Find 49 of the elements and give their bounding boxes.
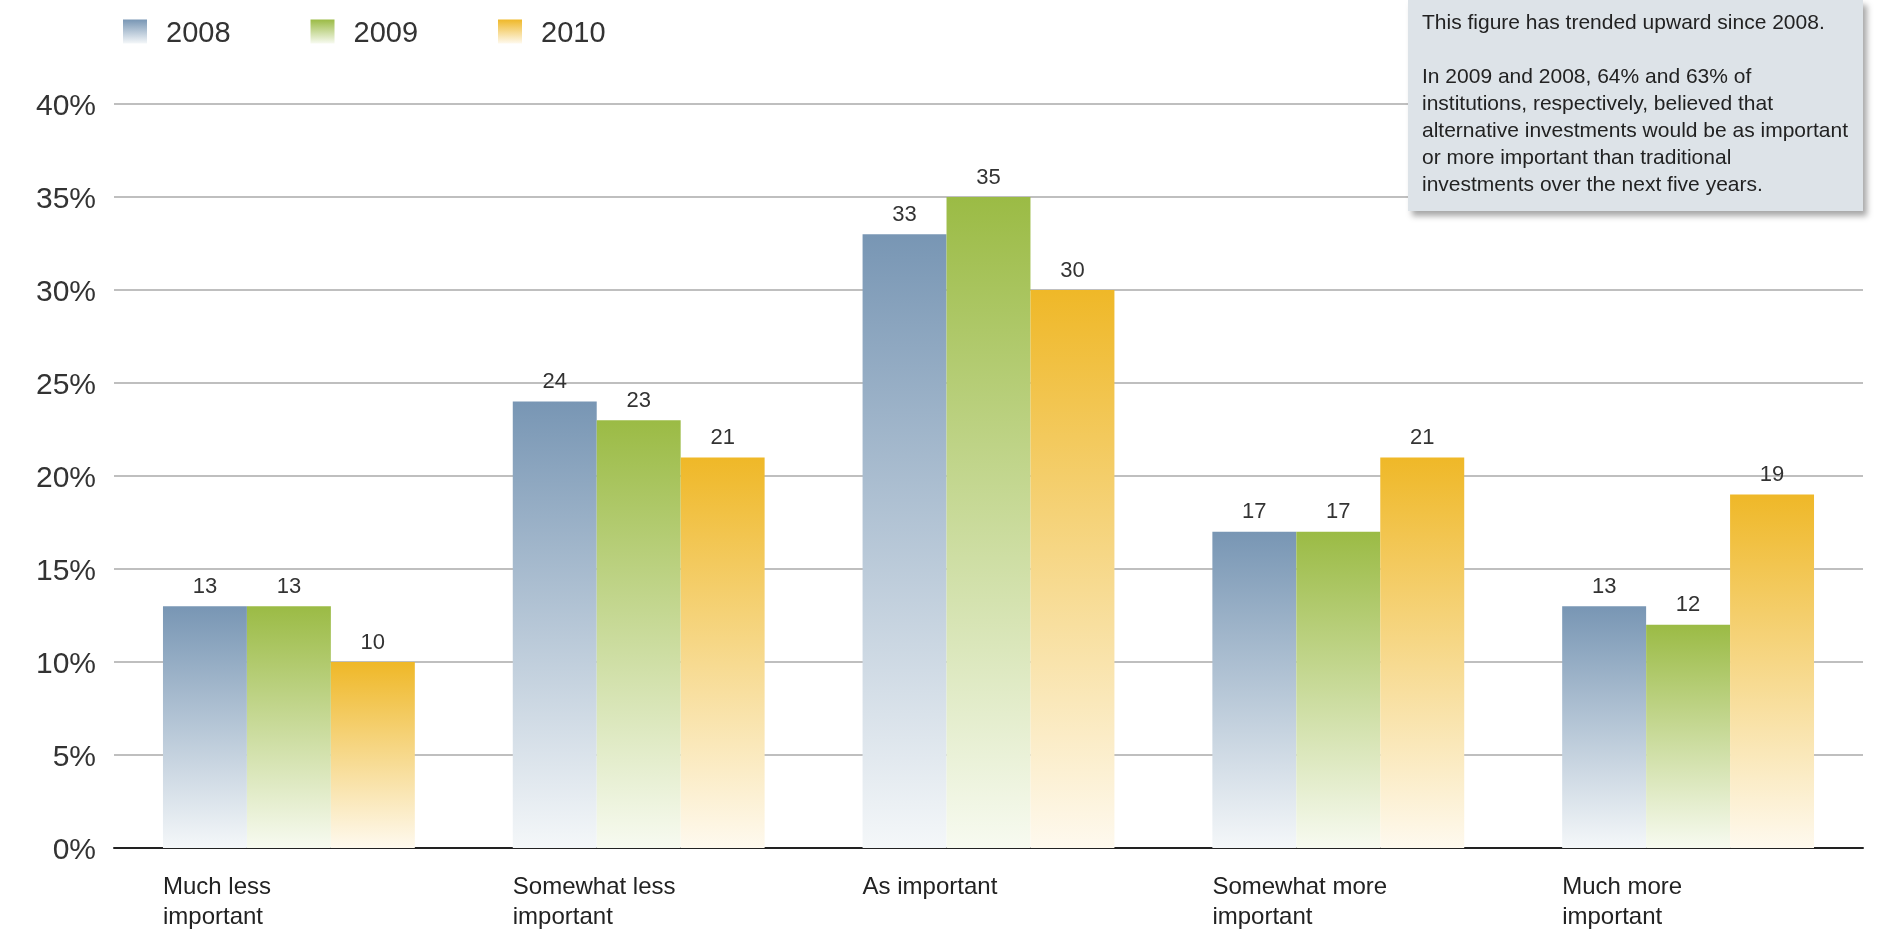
data-label: 21 xyxy=(1410,423,1435,449)
data-label: 13 xyxy=(192,572,218,598)
y-tick-label: 35% xyxy=(35,180,96,214)
y-tick-label: 25% xyxy=(35,366,96,400)
bar xyxy=(596,420,681,848)
bar xyxy=(1030,290,1115,848)
bar xyxy=(1380,457,1465,848)
data-label: 10 xyxy=(360,628,386,654)
data-label: 23 xyxy=(626,386,651,412)
data-label: 24 xyxy=(542,368,567,394)
data-label: 13 xyxy=(1591,572,1617,598)
bar xyxy=(1730,494,1815,848)
x-tick-label: Somewhat less important xyxy=(512,871,683,929)
data-label: 12 xyxy=(1675,591,1701,617)
y-tick-label: 5% xyxy=(52,738,96,772)
x-tick-label: Much more important xyxy=(1562,871,1689,929)
x-tick-label: Much less important xyxy=(162,871,278,929)
data-label: 21 xyxy=(710,423,735,449)
bar xyxy=(1562,606,1647,848)
y-tick-label: 40% xyxy=(35,87,96,121)
data-label: 33 xyxy=(892,200,917,226)
data-label: 30 xyxy=(1060,256,1085,282)
x-tick-label: Somewhat more important xyxy=(1212,871,1394,929)
text: This figure has trended upward since 2008. xyxy=(1422,9,1826,35)
bar xyxy=(512,401,597,848)
bar xyxy=(946,197,1031,848)
annotation: In 2009 and 2008, 64% and 63% of institutions, respectively, believed that alternative investments would be as important or more important than traditional investments over the next five years. xyxy=(1422,63,1849,197)
bar xyxy=(1296,531,1381,848)
legend-label: 2008 xyxy=(166,15,231,48)
y-tick-label: 10% xyxy=(35,645,96,679)
bar xyxy=(862,234,947,848)
data-label: 17 xyxy=(1326,498,1351,524)
data-label: 13 xyxy=(276,572,302,598)
y-tick-label: 30% xyxy=(35,273,96,307)
y-tick-label: 0% xyxy=(52,831,96,865)
legend-label: 2010 xyxy=(541,15,606,48)
y-tick-label: 15% xyxy=(35,552,96,586)
data-label: 17 xyxy=(1242,498,1267,524)
data-label: 35 xyxy=(976,163,1001,189)
data-label: 19 xyxy=(1759,461,1785,487)
bar xyxy=(246,606,331,848)
bar xyxy=(1212,531,1297,848)
bar xyxy=(330,662,415,848)
bar xyxy=(162,606,247,848)
bar xyxy=(680,457,765,848)
bar xyxy=(1646,624,1731,848)
x-tick-label: As important xyxy=(862,871,998,899)
y-tick-label: 20% xyxy=(35,459,96,493)
legend-label: 2009 xyxy=(353,15,419,48)
